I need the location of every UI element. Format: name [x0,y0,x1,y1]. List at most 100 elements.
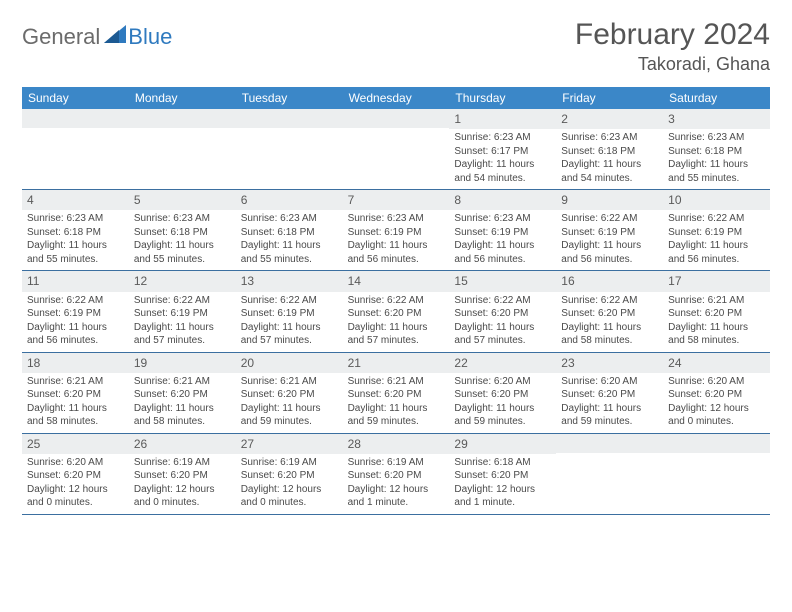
sunrise-text: Sunrise: 6:20 AM [27,456,124,470]
day-cell: 9Sunrise: 6:22 AMSunset: 6:19 PMDaylight… [556,190,663,270]
sunrise-text: Sunrise: 6:22 AM [668,212,765,226]
week-row: 4Sunrise: 6:23 AMSunset: 6:18 PMDaylight… [22,190,770,271]
sunset-text: Sunset: 6:20 PM [454,469,551,483]
day-cell: 16Sunrise: 6:22 AMSunset: 6:20 PMDayligh… [556,271,663,351]
sunrise-text: Sunrise: 6:22 AM [561,294,658,308]
day-cell: 11Sunrise: 6:22 AMSunset: 6:19 PMDayligh… [22,271,129,351]
daylight-text: Daylight: 12 hours and 0 minutes. [134,483,231,510]
day-cell: 20Sunrise: 6:21 AMSunset: 6:20 PMDayligh… [236,353,343,433]
week-row: 1Sunrise: 6:23 AMSunset: 6:17 PMDaylight… [22,109,770,190]
sunset-text: Sunset: 6:20 PM [27,469,124,483]
day-body: Sunrise: 6:21 AMSunset: 6:20 PMDaylight:… [129,373,236,433]
daylight-text: Daylight: 11 hours and 56 minutes. [348,239,445,266]
day-number: 1 [449,109,556,129]
daylight-text: Daylight: 11 hours and 59 minutes. [454,402,551,429]
sunrise-text: Sunrise: 6:21 AM [134,375,231,389]
day-cell: 3Sunrise: 6:23 AMSunset: 6:18 PMDaylight… [663,109,770,189]
day-cell: 10Sunrise: 6:22 AMSunset: 6:19 PMDayligh… [663,190,770,270]
day-number: 6 [236,190,343,210]
daylight-text: Daylight: 11 hours and 58 minutes. [27,402,124,429]
sunrise-text: Sunrise: 6:22 AM [454,294,551,308]
sunset-text: Sunset: 6:20 PM [454,388,551,402]
sunrise-text: Sunrise: 6:22 AM [348,294,445,308]
week-row: 18Sunrise: 6:21 AMSunset: 6:20 PMDayligh… [22,353,770,434]
sunrise-text: Sunrise: 6:23 AM [454,212,551,226]
sunrise-text: Sunrise: 6:21 AM [27,375,124,389]
day-cell: 2Sunrise: 6:23 AMSunset: 6:18 PMDaylight… [556,109,663,189]
day-cell: 22Sunrise: 6:20 AMSunset: 6:20 PMDayligh… [449,353,556,433]
day-number: 28 [343,434,450,454]
sunset-text: Sunset: 6:20 PM [348,307,445,321]
sunrise-text: Sunrise: 6:20 AM [454,375,551,389]
sunrise-text: Sunrise: 6:23 AM [27,212,124,226]
sunrise-text: Sunrise: 6:18 AM [454,456,551,470]
day-number: 24 [663,353,770,373]
day-number: 18 [22,353,129,373]
day-cell: 25Sunrise: 6:20 AMSunset: 6:20 PMDayligh… [22,434,129,514]
day-cell [236,109,343,189]
day-cell: 7Sunrise: 6:23 AMSunset: 6:19 PMDaylight… [343,190,450,270]
sunset-text: Sunset: 6:20 PM [454,307,551,321]
day-body: Sunrise: 6:22 AMSunset: 6:20 PMDaylight:… [343,292,450,352]
sunset-text: Sunset: 6:20 PM [241,469,338,483]
day-cell: 18Sunrise: 6:21 AMSunset: 6:20 PMDayligh… [22,353,129,433]
location-label: Takoradi, Ghana [575,54,770,75]
day-number: 2 [556,109,663,129]
day-body: Sunrise: 6:20 AMSunset: 6:20 PMDaylight:… [22,454,129,514]
weekday-tuesday: Tuesday [236,87,343,109]
day-cell: 12Sunrise: 6:22 AMSunset: 6:19 PMDayligh… [129,271,236,351]
page-title: February 2024 [575,18,770,52]
day-cell [556,434,663,514]
day-body: Sunrise: 6:22 AMSunset: 6:19 PMDaylight:… [663,210,770,270]
day-number: 12 [129,271,236,291]
day-cell [129,109,236,189]
day-number: 8 [449,190,556,210]
day-body: Sunrise: 6:22 AMSunset: 6:19 PMDaylight:… [22,292,129,352]
week-row: 11Sunrise: 6:22 AMSunset: 6:19 PMDayligh… [22,271,770,352]
day-cell: 19Sunrise: 6:21 AMSunset: 6:20 PMDayligh… [129,353,236,433]
day-cell: 15Sunrise: 6:22 AMSunset: 6:20 PMDayligh… [449,271,556,351]
weekday-sunday: Sunday [22,87,129,109]
sunset-text: Sunset: 6:19 PM [27,307,124,321]
sunset-text: Sunset: 6:20 PM [668,388,765,402]
sunset-text: Sunset: 6:20 PM [668,307,765,321]
sunrise-text: Sunrise: 6:20 AM [561,375,658,389]
sunset-text: Sunset: 6:19 PM [561,226,658,240]
day-number: 10 [663,190,770,210]
day-body: Sunrise: 6:20 AMSunset: 6:20 PMDaylight:… [449,373,556,433]
day-number: 20 [236,353,343,373]
sunset-text: Sunset: 6:20 PM [134,469,231,483]
day-body: Sunrise: 6:23 AMSunset: 6:19 PMDaylight:… [449,210,556,270]
empty-day-number [22,109,129,128]
day-body: Sunrise: 6:23 AMSunset: 6:19 PMDaylight:… [343,210,450,270]
day-number: 19 [129,353,236,373]
weekday-wednesday: Wednesday [343,87,450,109]
day-body: Sunrise: 6:20 AMSunset: 6:20 PMDaylight:… [663,373,770,433]
day-cell: 6Sunrise: 6:23 AMSunset: 6:18 PMDaylight… [236,190,343,270]
sunset-text: Sunset: 6:20 PM [348,469,445,483]
day-number: 27 [236,434,343,454]
day-body: Sunrise: 6:23 AMSunset: 6:17 PMDaylight:… [449,129,556,189]
day-body: Sunrise: 6:20 AMSunset: 6:20 PMDaylight:… [556,373,663,433]
sunset-text: Sunset: 6:18 PM [241,226,338,240]
sunset-text: Sunset: 6:17 PM [454,145,551,159]
sunrise-text: Sunrise: 6:22 AM [27,294,124,308]
sunrise-text: Sunrise: 6:19 AM [348,456,445,470]
daylight-text: Daylight: 11 hours and 59 minutes. [561,402,658,429]
day-number: 26 [129,434,236,454]
day-number: 13 [236,271,343,291]
daylight-text: Daylight: 11 hours and 57 minutes. [241,321,338,348]
sunset-text: Sunset: 6:19 PM [454,226,551,240]
day-body: Sunrise: 6:23 AMSunset: 6:18 PMDaylight:… [129,210,236,270]
day-body: Sunrise: 6:19 AMSunset: 6:20 PMDaylight:… [129,454,236,514]
daylight-text: Daylight: 11 hours and 55 minutes. [27,239,124,266]
day-number: 3 [663,109,770,129]
logo-text-general: General [22,24,100,50]
day-cell: 21Sunrise: 6:21 AMSunset: 6:20 PMDayligh… [343,353,450,433]
weekday-header-row: Sunday Monday Tuesday Wednesday Thursday… [22,87,770,109]
day-number: 25 [22,434,129,454]
day-cell: 29Sunrise: 6:18 AMSunset: 6:20 PMDayligh… [449,434,556,514]
daylight-text: Daylight: 11 hours and 56 minutes. [561,239,658,266]
day-cell [22,109,129,189]
daylight-text: Daylight: 12 hours and 1 minute. [348,483,445,510]
